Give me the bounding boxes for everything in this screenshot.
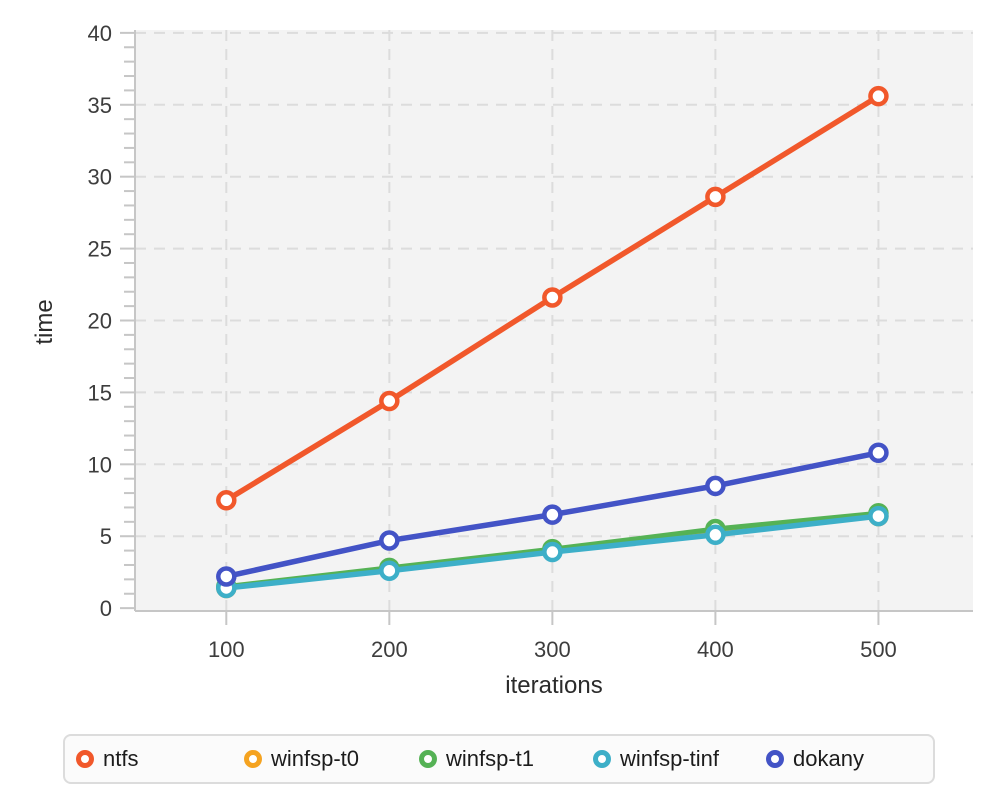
data-point-dokany-400: [705, 475, 726, 497]
legend-item-winfsp-t0[interactable]: winfsp-t0: [244, 746, 419, 772]
x-tick-label: 100: [208, 637, 245, 662]
data-point-winfsp-tinf-400: [705, 524, 726, 546]
data-point-ntfs-200: [379, 390, 400, 412]
legend-marker-icon: [419, 750, 437, 768]
legend-label: ntfs: [103, 746, 139, 771]
y-tick-label: 10: [88, 452, 112, 477]
y-tick-label: 20: [88, 309, 112, 334]
y-tick-label: 5: [100, 524, 112, 549]
data-point-ntfs-300: [542, 287, 563, 308]
legend-marker-icon: [593, 750, 611, 768]
legend-label: winfsp-tinf: [620, 746, 720, 771]
legend-item-ntfs[interactable]: ntfs: [76, 746, 244, 772]
y-tick-label: 30: [88, 165, 112, 190]
x-tick-label: 300: [534, 637, 571, 662]
legend-item-winfsp-tinf[interactable]: winfsp-tinf: [593, 746, 766, 772]
y-tick-label: 0: [100, 596, 112, 621]
legend-item-winfsp-t1[interactable]: winfsp-t1: [419, 746, 593, 772]
legend-marker-icon: [244, 750, 262, 768]
x-tick-label: 500: [860, 637, 897, 662]
legend-marker-icon: [76, 750, 94, 768]
data-point-ntfs-500: [868, 85, 889, 107]
legend: ntfs winfsp-t0 winfsp-t1 winfsp-tinf dokany: [63, 734, 935, 784]
data-point-ntfs-100: [216, 490, 237, 511]
data-point-winfsp-tinf-300: [542, 541, 563, 563]
legend-label: winfsp-t1: [446, 746, 535, 771]
y-axis-title: time: [31, 299, 58, 345]
data-point-ntfs-400: [705, 186, 726, 208]
data-point-dokany-300: [542, 504, 563, 525]
legend-item-dokany[interactable]: dokany: [766, 746, 926, 772]
data-point-dokany-500: [868, 442, 889, 464]
y-tick-label: 40: [88, 21, 112, 46]
data-point-dokany-200: [379, 530, 400, 551]
y-tick-label: 25: [88, 237, 112, 262]
y-tick-label: 15: [88, 380, 112, 405]
legend-marker-icon: [766, 750, 784, 768]
data-point-winfsp-tinf-500: [868, 505, 889, 527]
x-tick-label: 400: [697, 637, 734, 662]
legend-label: winfsp-t0: [271, 746, 360, 771]
y-tick-label: 35: [88, 93, 112, 118]
data-point-winfsp-tinf-200: [379, 560, 400, 581]
x-tick-label: 200: [371, 637, 408, 662]
legend-label: dokany: [793, 746, 864, 771]
x-axis-title: iterations: [505, 672, 603, 699]
data-point-dokany-100: [216, 566, 237, 587]
